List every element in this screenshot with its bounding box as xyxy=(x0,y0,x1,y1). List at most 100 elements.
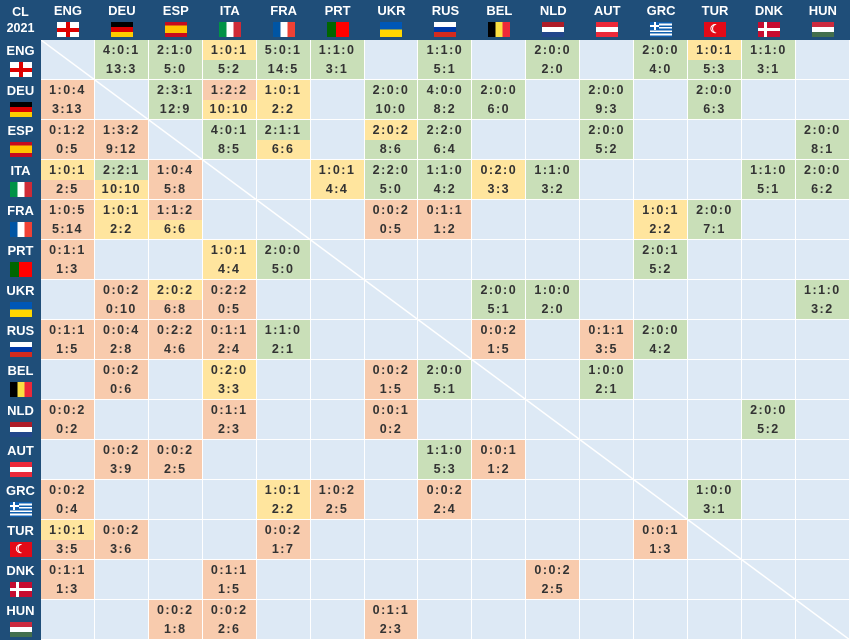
flag-grc-icon xyxy=(9,502,32,517)
goals-score: 4:4 xyxy=(202,259,256,279)
goals-score xyxy=(526,260,579,280)
goals-score xyxy=(688,260,741,280)
result-cell xyxy=(688,360,742,400)
record-wdl: 1:1:0 xyxy=(418,160,472,180)
record-wdl: 0:0:1 xyxy=(472,440,526,460)
goals-score: 4:2 xyxy=(418,179,472,199)
goals-score xyxy=(418,580,471,600)
record-wdl xyxy=(796,560,849,580)
goals-score xyxy=(634,380,687,400)
flag-bel-icon xyxy=(488,22,511,37)
team-code: PRT xyxy=(324,3,351,18)
goals-score: 3:1 xyxy=(310,59,364,79)
result-cell: 0:1:1 1:5 xyxy=(41,320,95,360)
record-wdl: 2:0:0 xyxy=(688,200,741,220)
goals-score xyxy=(580,300,633,320)
goals-score xyxy=(257,300,310,320)
result-cell xyxy=(364,40,419,80)
record-wdl: 2:0:1 xyxy=(634,240,688,260)
result-cell: 2:0:2 6:8 xyxy=(148,280,203,320)
result-cell: 0:0:2 0:6 xyxy=(94,360,149,400)
goals-score: 8:1 xyxy=(795,139,849,159)
record-wdl xyxy=(580,600,633,620)
record-wdl: 1:0:1 xyxy=(202,40,256,60)
goals-score xyxy=(796,60,849,80)
team-header-deu: DEU xyxy=(94,0,149,40)
record-wdl xyxy=(203,480,256,500)
record-wdl xyxy=(634,160,687,180)
record-wdl: 1:0:0 xyxy=(580,360,634,380)
record-wdl: 0:1:1 xyxy=(202,400,256,420)
result-cell: 1:0:1 2:5 xyxy=(41,160,95,200)
result-cell xyxy=(741,120,796,160)
result-cell: 1:1:0 5:1 xyxy=(741,160,796,200)
goals-score xyxy=(742,620,795,640)
goals-score: 2:4 xyxy=(202,339,256,359)
team-header-grc: GRC xyxy=(634,0,689,40)
team-code: TUR xyxy=(701,3,729,18)
result-cell xyxy=(580,520,635,560)
result-cell: 1:0:1 2:2 xyxy=(634,200,689,240)
goals-score: 3:1 xyxy=(688,499,741,519)
year-label: 2021 xyxy=(6,21,35,35)
goals-score: 13:3 xyxy=(94,59,148,79)
result-cell: 0:0:2 1:5 xyxy=(472,320,527,360)
goals-score xyxy=(742,580,795,600)
result-cell xyxy=(364,560,419,600)
record-wdl xyxy=(526,320,579,340)
result-cell: 0:0:2 1:8 xyxy=(148,600,203,640)
flag-prt-icon xyxy=(9,262,32,277)
goals-score: 2:2 xyxy=(634,219,688,239)
goals-score xyxy=(365,300,418,320)
result-cell: 4:0:1 8:5 xyxy=(202,120,257,160)
result-cell xyxy=(795,200,850,240)
team-header-tur: TUR xyxy=(0,520,41,560)
goals-score: 0:6 xyxy=(94,379,148,399)
record-wdl: 5:0:1 xyxy=(256,40,310,60)
record-wdl xyxy=(796,520,849,540)
result-cell: 1:0:0 2:0 xyxy=(526,280,581,320)
result-cell xyxy=(418,280,473,320)
record-wdl xyxy=(257,600,310,620)
result-cell xyxy=(741,240,796,280)
result-cell xyxy=(310,240,365,280)
flag-hun-icon xyxy=(9,622,32,637)
team-code: TUR xyxy=(7,523,34,538)
record-wdl: 2:0:0 xyxy=(526,40,580,60)
result-cell xyxy=(310,360,365,400)
team-code: GRC xyxy=(646,3,676,18)
record-wdl: 2:0:0 xyxy=(580,120,634,140)
result-cell xyxy=(472,520,527,560)
result-cell: 0:1:1 1:3 xyxy=(41,560,95,600)
record-wdl xyxy=(796,360,849,380)
record-wdl xyxy=(95,560,148,580)
result-cell xyxy=(310,440,365,480)
goals-score xyxy=(796,260,849,280)
record-wdl xyxy=(418,240,471,260)
goals-score: 3:6 xyxy=(94,539,148,559)
result-cell: 2:0:0 10:0 xyxy=(364,80,419,120)
result-cell xyxy=(795,240,850,280)
record-wdl xyxy=(742,440,795,460)
goals-score xyxy=(41,460,94,480)
result-cell xyxy=(202,480,257,520)
record-wdl xyxy=(526,480,579,500)
goals-score xyxy=(580,180,633,200)
goals-score xyxy=(365,460,418,480)
record-wdl xyxy=(796,200,849,220)
goals-score xyxy=(580,460,633,480)
result-cell xyxy=(634,480,689,520)
goals-score xyxy=(418,260,471,280)
record-wdl: 1:1:0 xyxy=(418,40,472,60)
record-wdl xyxy=(365,40,418,60)
goals-score xyxy=(688,140,741,160)
team-code: DEU xyxy=(6,83,35,98)
result-cell xyxy=(741,360,796,400)
result-cell: 0:0:2 1:5 xyxy=(364,360,419,400)
goals-score: 3:2 xyxy=(795,299,849,319)
goals-score: 4:6 xyxy=(148,339,202,359)
result-cell: 0:1:1 1:5 xyxy=(202,560,257,600)
goals-score: 8:2 xyxy=(418,99,472,119)
result-cell: 1:1:0 3:2 xyxy=(526,160,581,200)
goals-score xyxy=(311,580,364,600)
